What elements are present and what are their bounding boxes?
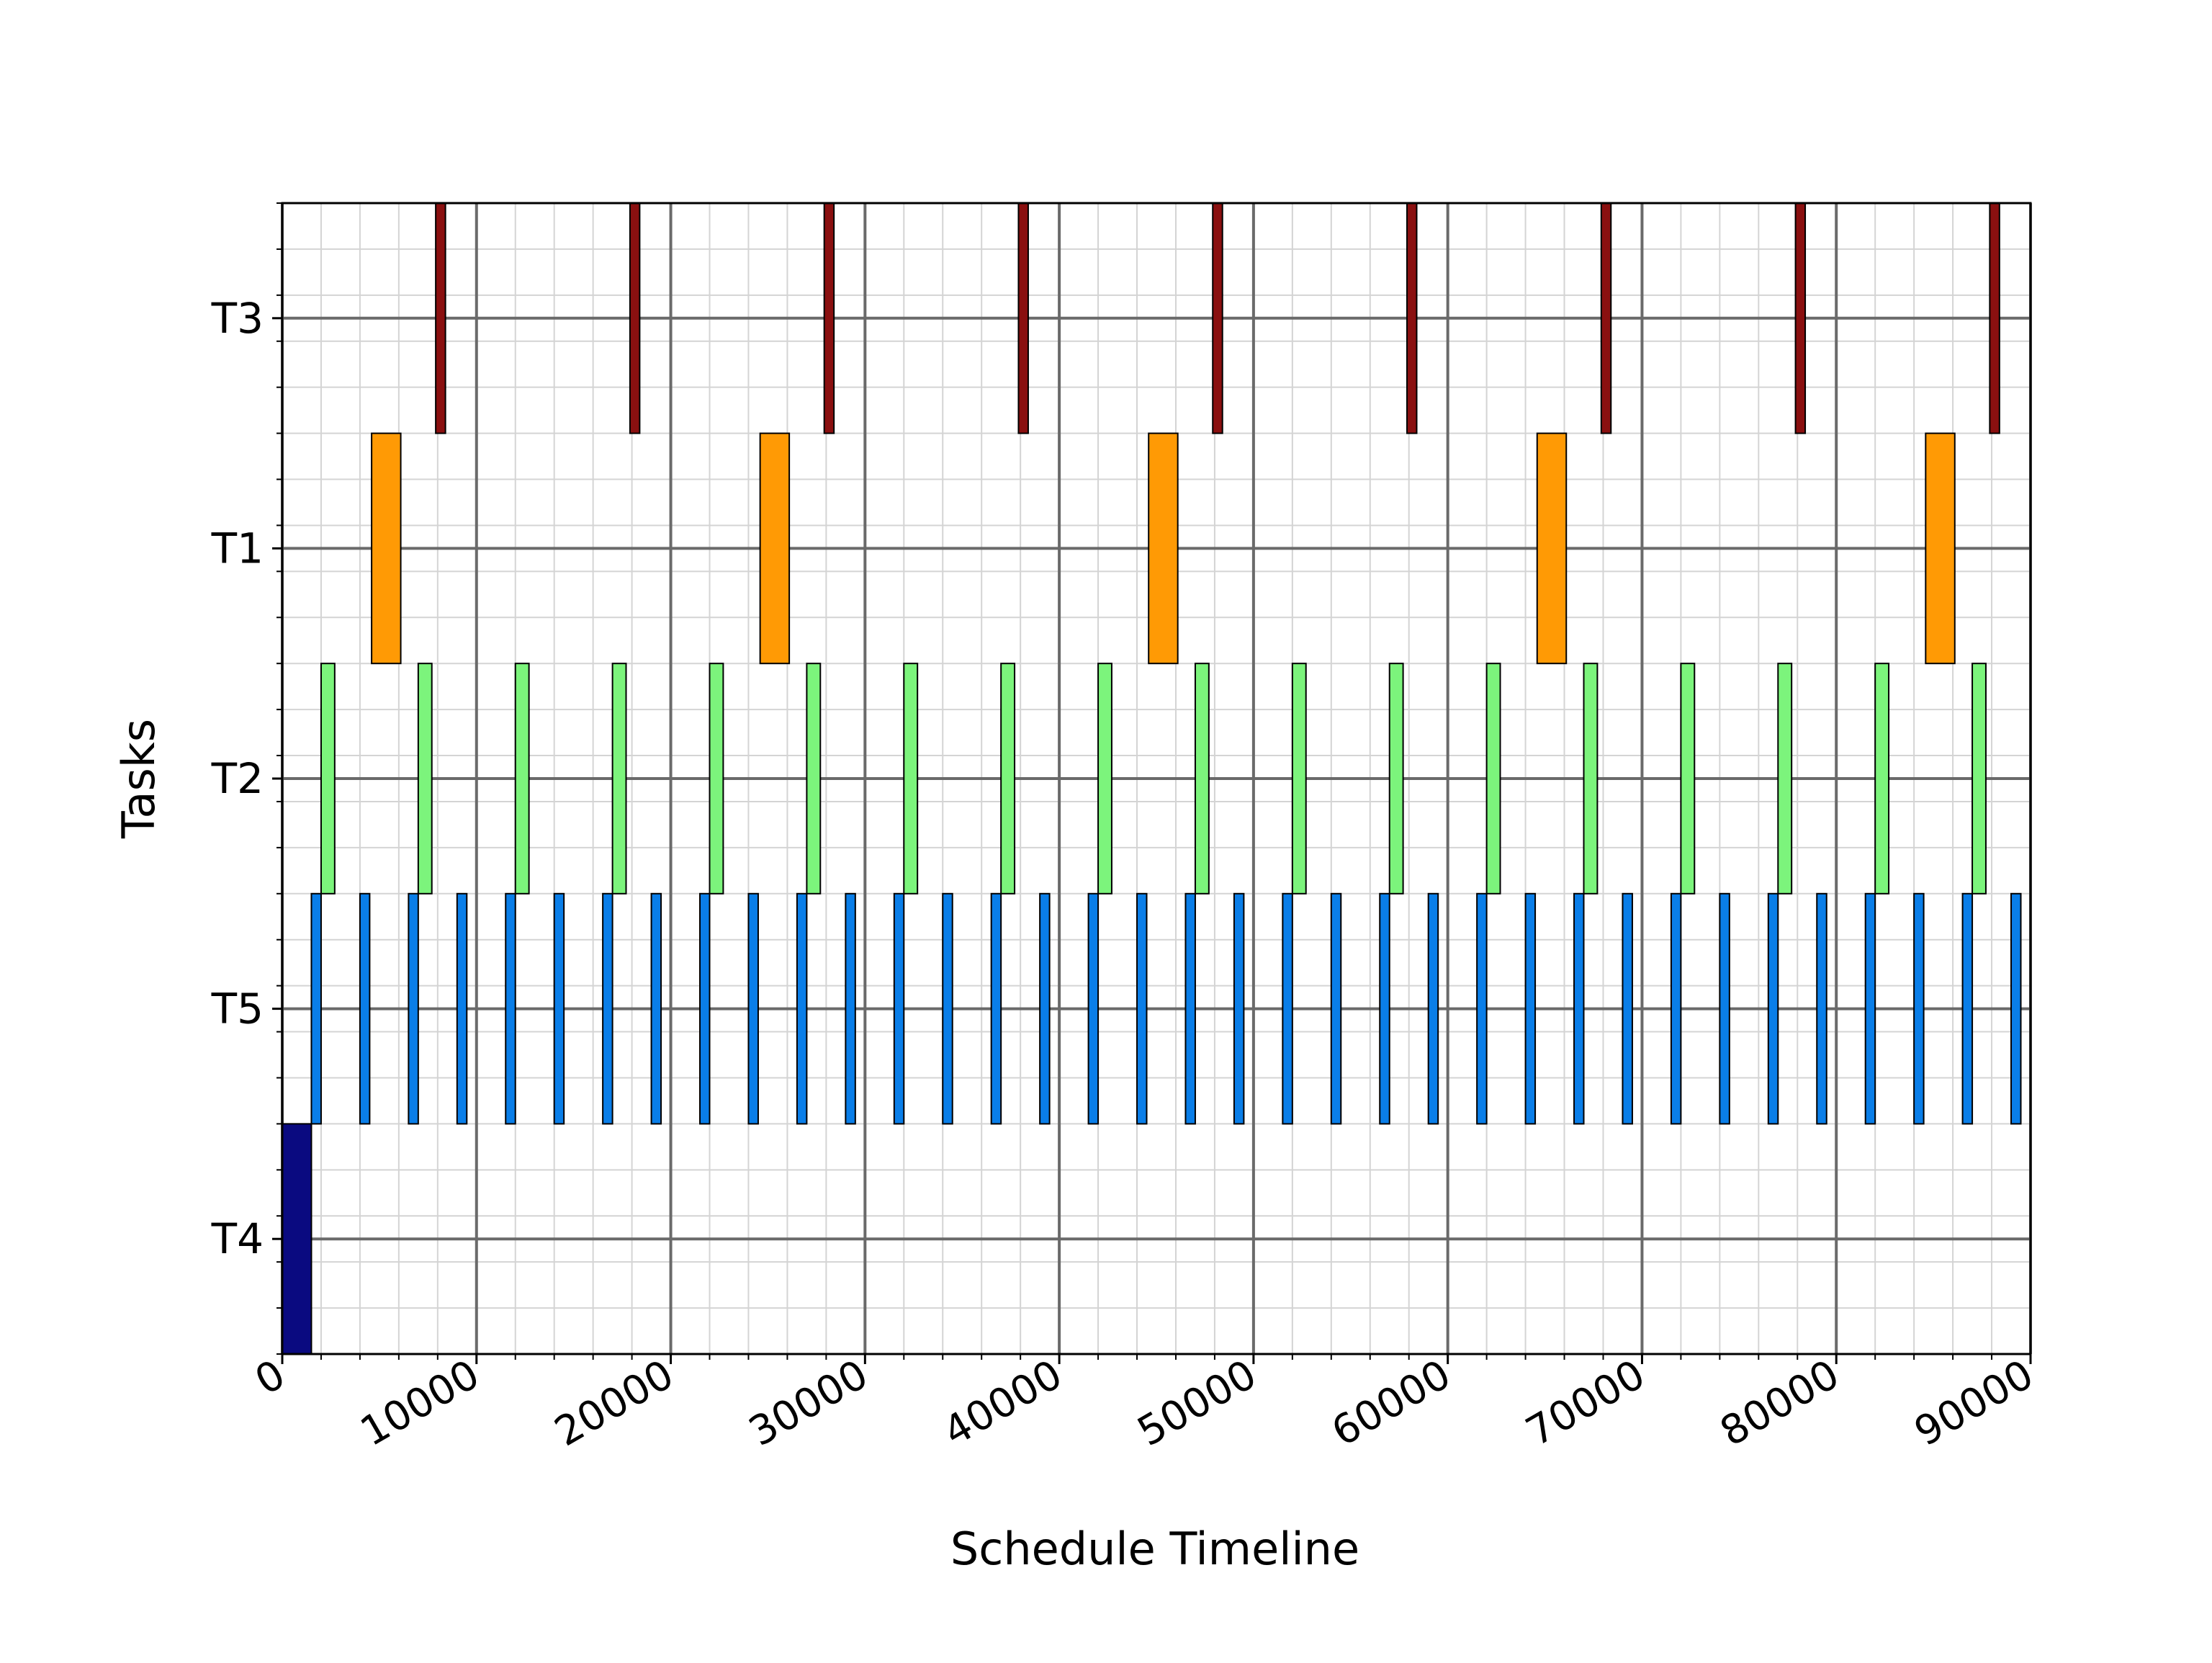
task-bar-t2 xyxy=(1388,663,1404,895)
task-bar-t5 xyxy=(1864,892,1876,1125)
task-bar-t5 xyxy=(1184,892,1196,1125)
task-bar-t5 xyxy=(1427,892,1439,1125)
task-bar-t5 xyxy=(1330,892,1342,1125)
task-bar-t2 xyxy=(903,663,919,895)
task-bar-t3 xyxy=(1600,202,1612,434)
task-bar-t3 xyxy=(1017,202,1029,434)
task-bar-t5 xyxy=(408,892,419,1125)
task-bar-t3 xyxy=(1212,202,1223,434)
task-bar-t5 xyxy=(505,892,516,1125)
task-bar-t1 xyxy=(759,432,791,665)
task-bar-t1 xyxy=(371,432,402,665)
task-bar-t2 xyxy=(1194,663,1210,895)
task-bar-t2 xyxy=(1485,663,1501,895)
task-bar-t5 xyxy=(2010,892,2022,1125)
task-bar-t2 xyxy=(1680,663,1696,895)
y-axis-label: Tasks xyxy=(112,719,165,839)
y-tick-label: T1 xyxy=(211,524,264,573)
task-bar-t5 xyxy=(1087,892,1100,1125)
task-bar-t2 xyxy=(1097,663,1112,895)
task-bar-t5 xyxy=(1622,892,1633,1125)
task-bar-t5 xyxy=(456,892,468,1125)
task-bar-t5 xyxy=(1476,892,1488,1125)
x-axis-label: Schedule Timeline xyxy=(950,1523,1359,1575)
task-bar-t5 xyxy=(602,892,613,1125)
task-bar-t5 xyxy=(1767,892,1779,1125)
task-bar-t1 xyxy=(1925,432,1956,665)
task-bar-t2 xyxy=(1874,663,1890,895)
task-bar-t4 xyxy=(282,1123,313,1355)
task-bar-t3 xyxy=(435,202,446,434)
task-bar-t5 xyxy=(1913,892,1925,1125)
task-bar-t5 xyxy=(1379,892,1390,1125)
task-bar-t5 xyxy=(845,892,856,1125)
task-bar-t5 xyxy=(1039,892,1051,1125)
task-bars xyxy=(282,202,2022,1355)
task-bar-t5 xyxy=(359,892,371,1125)
task-bar-t2 xyxy=(1000,663,1016,895)
task-bar-t5 xyxy=(1961,892,1974,1125)
task-bar-t5 xyxy=(699,892,711,1125)
y-tick-label: T4 xyxy=(211,1214,264,1263)
task-bar-t1 xyxy=(1536,432,1568,665)
task-bar-t2 xyxy=(514,663,530,895)
task-bar-t2 xyxy=(1777,663,1793,895)
task-bar-t2 xyxy=(1291,663,1307,895)
task-bar-t5 xyxy=(1719,892,1730,1125)
y-tick-label: T5 xyxy=(211,985,264,1034)
task-bar-t2 xyxy=(417,663,433,895)
task-bar-t2 xyxy=(709,663,724,895)
task-bar-t5 xyxy=(1233,892,1245,1125)
task-bar-t5 xyxy=(310,892,322,1125)
task-bar-t3 xyxy=(1406,202,1418,434)
task-bar-t3 xyxy=(823,202,835,434)
task-bar-t5 xyxy=(796,892,808,1125)
task-bar-t5 xyxy=(1136,892,1148,1125)
task-bar-t2 xyxy=(1972,663,1987,895)
task-bar-t5 xyxy=(1282,892,1293,1125)
task-bar-t3 xyxy=(1794,202,1807,434)
task-bar-t5 xyxy=(747,892,759,1125)
task-bar-t5 xyxy=(1670,892,1682,1125)
task-bar-t5 xyxy=(942,892,953,1125)
task-bar-t2 xyxy=(1583,663,1599,895)
task-bar-t5 xyxy=(893,892,905,1125)
y-tick-label: T3 xyxy=(211,294,264,343)
task-bar-t2 xyxy=(611,663,627,895)
task-bar-t2 xyxy=(806,663,822,895)
task-bar-t5 xyxy=(990,892,1002,1125)
y-tick-label: T2 xyxy=(211,754,264,803)
task-bar-t2 xyxy=(320,663,336,895)
task-bar-t5 xyxy=(1816,892,1827,1125)
task-bar-t5 xyxy=(650,892,662,1125)
task-bar-t5 xyxy=(553,892,565,1125)
task-bar-t3 xyxy=(629,202,641,434)
task-bar-t1 xyxy=(1148,432,1179,665)
task-bar-t3 xyxy=(1989,202,2000,434)
task-bar-t5 xyxy=(1573,892,1585,1125)
task-bar-t5 xyxy=(1524,892,1537,1125)
y-axis-ticks: T4 T5 T2 T1 T3 xyxy=(211,202,282,1355)
